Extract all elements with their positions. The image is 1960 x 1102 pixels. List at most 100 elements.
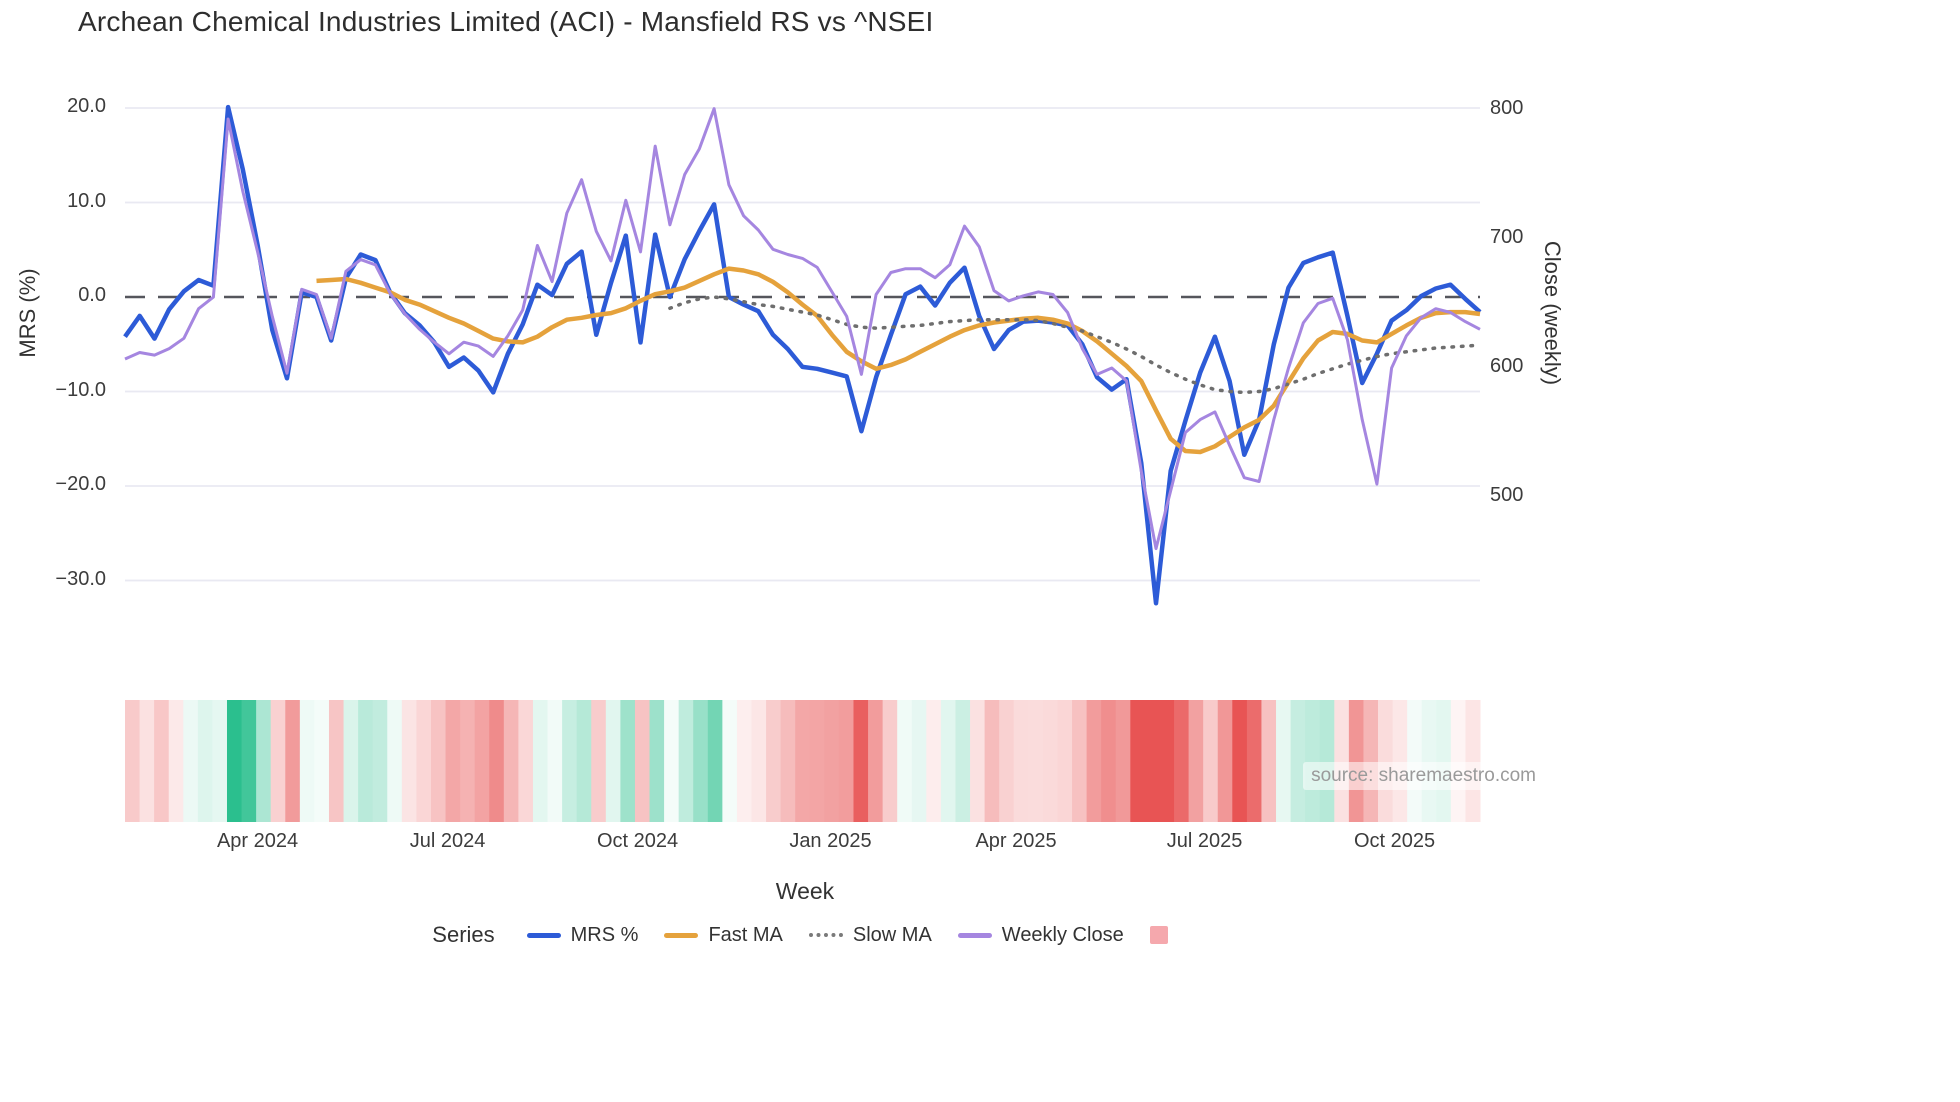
- heatmap-cell: [1115, 700, 1131, 822]
- heatmap-cell: [1203, 700, 1219, 822]
- heatmap-cell: [1392, 700, 1408, 822]
- heatmap-cell: [1276, 700, 1292, 822]
- heatmap-cell: [664, 700, 680, 822]
- heatmap-cell: [1217, 700, 1233, 822]
- legend-title: Series: [432, 922, 495, 947]
- heatmap-cell: [868, 700, 884, 822]
- x-tick-label: Jul 2025: [1166, 830, 1243, 852]
- heatmap-cell: [999, 700, 1015, 822]
- heatmap-cell: [984, 700, 1000, 822]
- heatmap-cell: [387, 700, 403, 822]
- heatmap-cell: [285, 700, 301, 822]
- series-mrs-: [123, 104, 1482, 606]
- heatmap-cell: [1363, 700, 1379, 822]
- heatmap-cell: [620, 700, 636, 822]
- heatmap-cell: [795, 700, 811, 822]
- legend-line-swatch: [526, 932, 561, 938]
- right-tick-label: 800: [1490, 97, 1524, 119]
- heatmap-cell: [547, 700, 563, 822]
- heatmap-cell: [751, 700, 767, 822]
- heatmap-cell: [372, 700, 388, 822]
- right-tick-label: 600: [1490, 355, 1524, 377]
- heatmap-cell: [1188, 700, 1204, 822]
- heatmap-cell: [1057, 700, 1073, 822]
- heatmap-cell: [139, 700, 155, 822]
- heatmap-cell: [401, 700, 417, 822]
- heatmap-cell: [430, 700, 447, 822]
- x-tick-label: Jul 2024: [409, 830, 486, 852]
- heatmap-cell: [197, 700, 213, 822]
- right-tick-label: 500: [1490, 484, 1524, 506]
- x-tick-label: Jan 2025: [789, 830, 872, 852]
- heatmap-cell: [241, 700, 257, 822]
- heatmap-cell: [649, 700, 665, 822]
- source-watermark: source: sharemaestro.com: [1303, 762, 1544, 790]
- heatmap-cell: [1072, 700, 1088, 822]
- heatmap-cell: [416, 700, 432, 822]
- heatmap-cell: [562, 700, 578, 822]
- heatmap-cell: [955, 700, 971, 822]
- heatmap-cell: [780, 700, 796, 822]
- legend-item-label: Weekly Close: [1001, 923, 1124, 946]
- heatmap-cell: [1042, 700, 1058, 822]
- heatmap-cell: [926, 700, 942, 822]
- left-tick-label: −10.0: [55, 378, 106, 401]
- heatmap-cell: [940, 700, 956, 822]
- heatmap-cell: [343, 700, 359, 822]
- heatmap-cell: [1436, 700, 1452, 822]
- heatmap-cell: [299, 700, 315, 822]
- heatmap-cell: [707, 700, 723, 822]
- heatmap-cell: [270, 700, 286, 822]
- x-tick-label: Apr 2024: [216, 830, 299, 852]
- heatmap-cell: [1159, 700, 1175, 822]
- heatmap-cell: [1144, 700, 1160, 822]
- left-tick-label: 20.0: [67, 95, 106, 117]
- heatmap-cell: [1246, 700, 1262, 822]
- series-weekly-close: [124, 107, 1481, 551]
- heatmap-cell: [824, 700, 840, 822]
- heatmap-cell: [125, 700, 141, 822]
- heatmap-cell: [1232, 700, 1248, 822]
- heatmap-cell: [678, 700, 694, 822]
- heatmap-cell: [328, 700, 345, 822]
- heatmap-cell: [1290, 700, 1306, 822]
- heatmap-cell: [168, 700, 184, 822]
- legend-item: [1149, 926, 1178, 944]
- heatmap-cell: [1407, 700, 1423, 822]
- heatmap-cell: [1319, 700, 1335, 822]
- heatmap-cell: [1261, 700, 1277, 822]
- heatmap-cell: [882, 700, 898, 822]
- heatmap-cell: [911, 700, 927, 822]
- legend-item: Weekly Close: [957, 923, 1124, 947]
- x-axis-label: Week: [775, 878, 835, 904]
- legend-items: MRS % Fast MA Slow MA Weekly Close: [526, 923, 1178, 947]
- x-tick-label: Apr 2025: [975, 830, 1057, 852]
- series-slow-ma: [668, 295, 1482, 395]
- chart-title: Archean Chemical Industries Limited (ACI…: [78, 6, 934, 37]
- chart-legend: Series MRS % Fast MA Slow MA Weekly Close: [0, 922, 1610, 948]
- heatmap-cell: [183, 700, 199, 822]
- left-tick-label: 0.0: [78, 284, 106, 306]
- left-tick-label: −30.0: [55, 567, 106, 590]
- heatmap-cell: [605, 700, 621, 822]
- heatmap-cell: [489, 700, 505, 822]
- x-tick-label: Oct 2025: [1353, 830, 1436, 852]
- x-tick-label: Oct 2024: [596, 830, 679, 852]
- heatmap-cell: [1028, 700, 1044, 822]
- legend-item: Fast MA: [664, 924, 783, 947]
- heatmap-cell: [1130, 700, 1146, 822]
- heatmap-cell: [1013, 700, 1029, 822]
- heatmap-cell: [766, 700, 782, 822]
- heatmap-cell: [256, 700, 272, 822]
- heatmap-cell: [809, 700, 825, 822]
- right-tick-label: 700: [1490, 226, 1524, 248]
- heatmap-cell: [518, 700, 534, 822]
- heatmap-cell: [970, 700, 986, 822]
- heatmap-cell: [838, 700, 854, 822]
- heatmap-cell: [693, 700, 709, 822]
- heatmap-cell: [212, 700, 228, 822]
- heatmap-cell: [1305, 700, 1321, 822]
- legend-item: MRS %: [526, 924, 638, 947]
- legend-dotted-swatch: [808, 933, 843, 937]
